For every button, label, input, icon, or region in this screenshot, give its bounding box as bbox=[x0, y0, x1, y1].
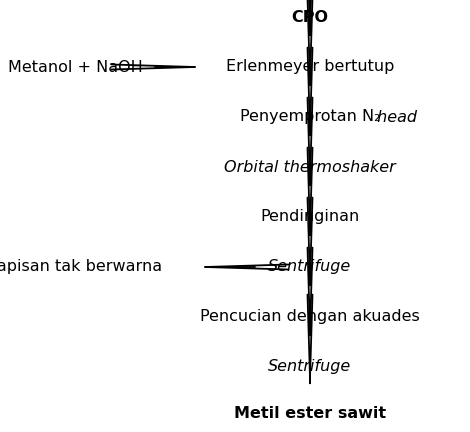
Text: Pencucian dengan akuades: Pencucian dengan akuades bbox=[200, 309, 420, 324]
Text: CPO: CPO bbox=[291, 10, 329, 25]
Text: Metil ester sawit: Metil ester sawit bbox=[234, 407, 386, 422]
Text: Metanol + NaOH: Metanol + NaOH bbox=[8, 60, 142, 74]
Text: Erlenmeyer bertutup: Erlenmeyer bertutup bbox=[226, 60, 394, 74]
Text: Penyemprotan N₂: Penyemprotan N₂ bbox=[240, 109, 380, 124]
Text: Orbital thermoshaker: Orbital thermoshaker bbox=[224, 159, 396, 175]
Text: Lapisan tak berwarna: Lapisan tak berwarna bbox=[0, 260, 162, 274]
Text: head: head bbox=[372, 109, 417, 124]
Text: Sentrifuge: Sentrifuge bbox=[268, 260, 352, 274]
Text: Pendinginan: Pendinginan bbox=[260, 210, 360, 225]
Text: Sentrifuge: Sentrifuge bbox=[268, 359, 352, 375]
